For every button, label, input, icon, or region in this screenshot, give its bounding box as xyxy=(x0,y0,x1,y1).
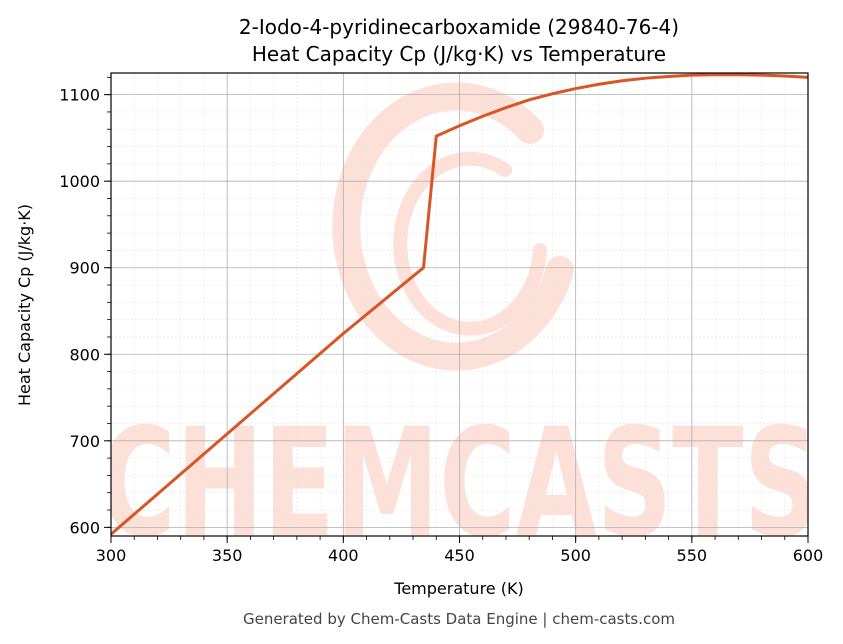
axis-ticks: 300 350 400 450 500 550 600 600 700 800 900 1000 110… xyxy=(59,76,824,565)
chart-subtitle: Heat Capacity Cp (J/kg·K) vs Temperature xyxy=(252,42,666,66)
x-tick-label: 500 xyxy=(560,546,591,565)
y-tick-label: 1000 xyxy=(59,172,100,191)
y-axis-label: Heat Capacity Cp (J/kg·K) xyxy=(15,204,34,406)
x-tick-label: 400 xyxy=(328,546,359,565)
series-line-cp xyxy=(111,73,808,536)
x-tick-label: 350 xyxy=(212,546,243,565)
x-tick-label: 550 xyxy=(677,546,708,565)
y-tick-label: 1100 xyxy=(59,86,100,105)
y-tick-label: 800 xyxy=(69,345,100,364)
x-tick-label: 600 xyxy=(793,546,824,565)
x-tick-label: 450 xyxy=(444,546,475,565)
watermark-swirl-outer xyxy=(332,82,574,371)
watermark-swirl-inner xyxy=(393,151,547,336)
chart-title: 2-Iodo-4-pyridinecarboxamide (29840-76-4… xyxy=(239,15,679,39)
y-tick-label: 700 xyxy=(69,432,100,451)
watermark-text: CHEMCASTS xyxy=(99,397,819,571)
x-axis-label: Temperature (K) xyxy=(393,579,523,598)
watermark-logo xyxy=(332,82,574,371)
y-tick-label: 600 xyxy=(69,518,100,537)
y-tick-label: 900 xyxy=(69,259,100,278)
footer-credit: Generated by Chem-Casts Data Engine | ch… xyxy=(243,610,675,628)
x-tick-label: 300 xyxy=(96,546,127,565)
